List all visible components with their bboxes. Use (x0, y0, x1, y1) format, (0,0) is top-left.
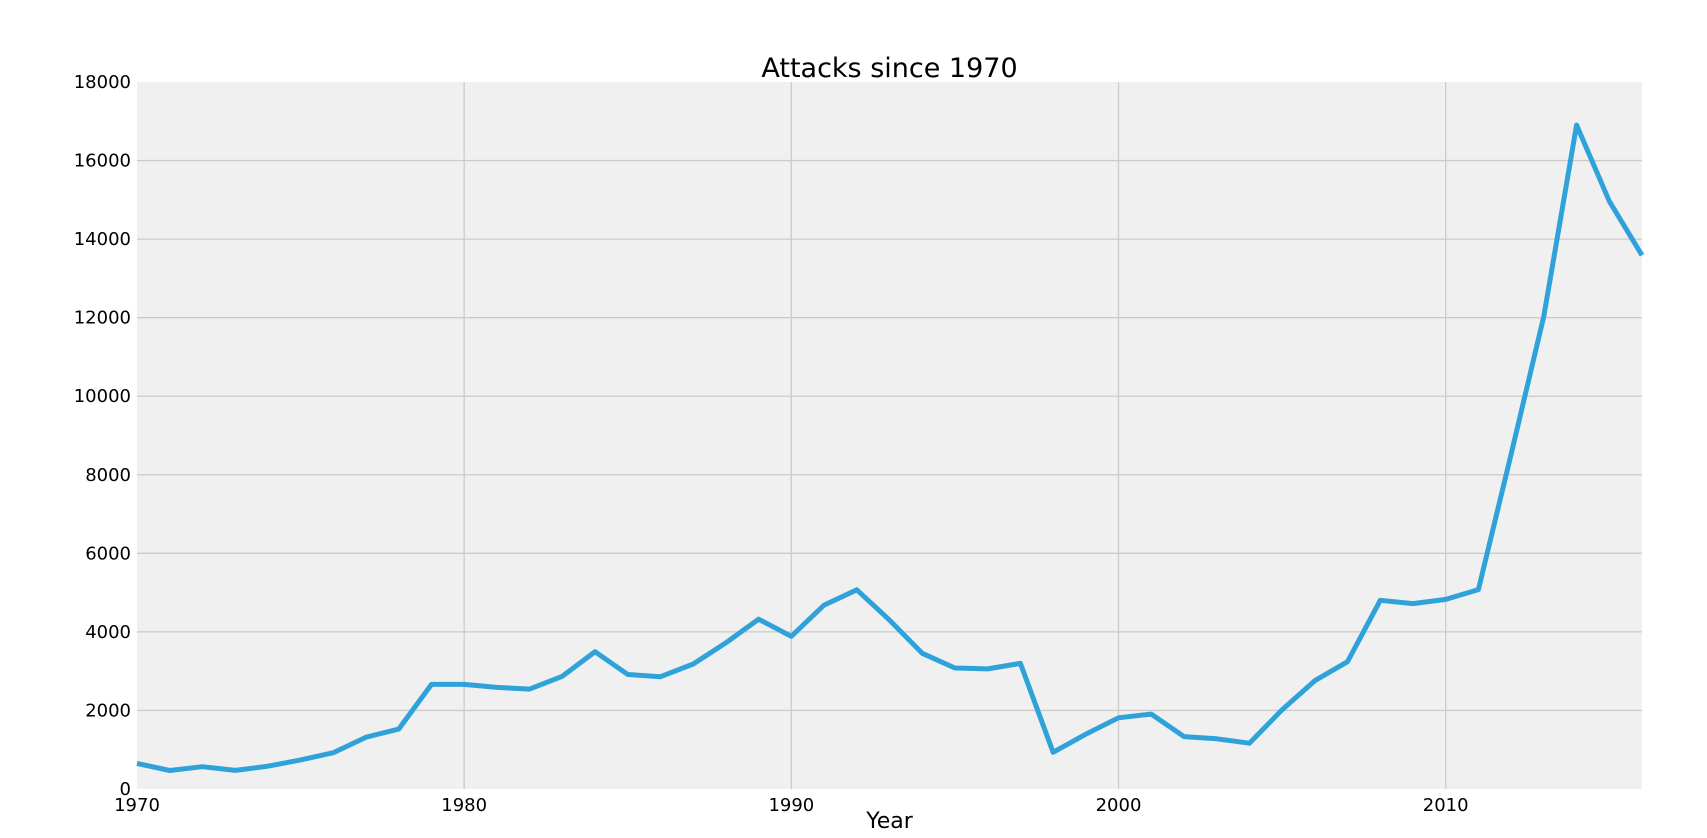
y-tick-label: 16000 (74, 151, 131, 172)
y-tick-label: 2000 (85, 700, 131, 721)
x-tick-label: 1980 (441, 795, 487, 816)
y-tick-label: 4000 (85, 622, 131, 643)
attacks-line (136, 122, 1645, 773)
x-tick-label: 2000 (1096, 795, 1142, 816)
chart-title: Attacks since 1970 (761, 53, 1017, 84)
tick-labels: 0 2000 4000 6000 8000 10000 12000 14000 16000 180… (74, 72, 1469, 816)
series-layer (136, 122, 1645, 773)
x-tick-label: 2010 (1423, 795, 1469, 816)
y-tick-label: 6000 (85, 543, 131, 564)
y-tick-label: 12000 (74, 308, 131, 329)
y-tick-label: 18000 (74, 72, 131, 93)
x-tick-label: 1990 (768, 795, 814, 816)
grid-lines (137, 82, 1642, 789)
y-tick-label: 8000 (85, 465, 131, 486)
x-axis-label: Year (865, 809, 914, 834)
y-tick-label: 0 (120, 779, 131, 800)
y-tick-label: 10000 (74, 386, 131, 407)
plot-area (137, 82, 1642, 789)
y-tick-label: 14000 (74, 229, 131, 250)
x-tick-label: 1970 (114, 795, 160, 816)
